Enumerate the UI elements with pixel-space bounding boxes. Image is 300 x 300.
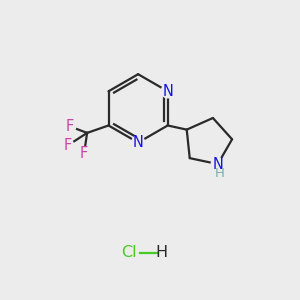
Circle shape — [211, 158, 224, 171]
Text: H: H — [215, 167, 225, 180]
Circle shape — [161, 85, 174, 98]
Text: N: N — [212, 157, 223, 172]
Text: F: F — [80, 146, 88, 160]
Circle shape — [132, 136, 145, 149]
Text: F: F — [66, 119, 74, 134]
Text: N: N — [162, 84, 173, 99]
Text: Cl: Cl — [122, 245, 137, 260]
Circle shape — [78, 147, 90, 159]
Text: N: N — [133, 135, 143, 150]
Circle shape — [64, 120, 76, 132]
Circle shape — [62, 140, 74, 151]
Text: H: H — [156, 245, 168, 260]
Text: F: F — [64, 138, 72, 153]
